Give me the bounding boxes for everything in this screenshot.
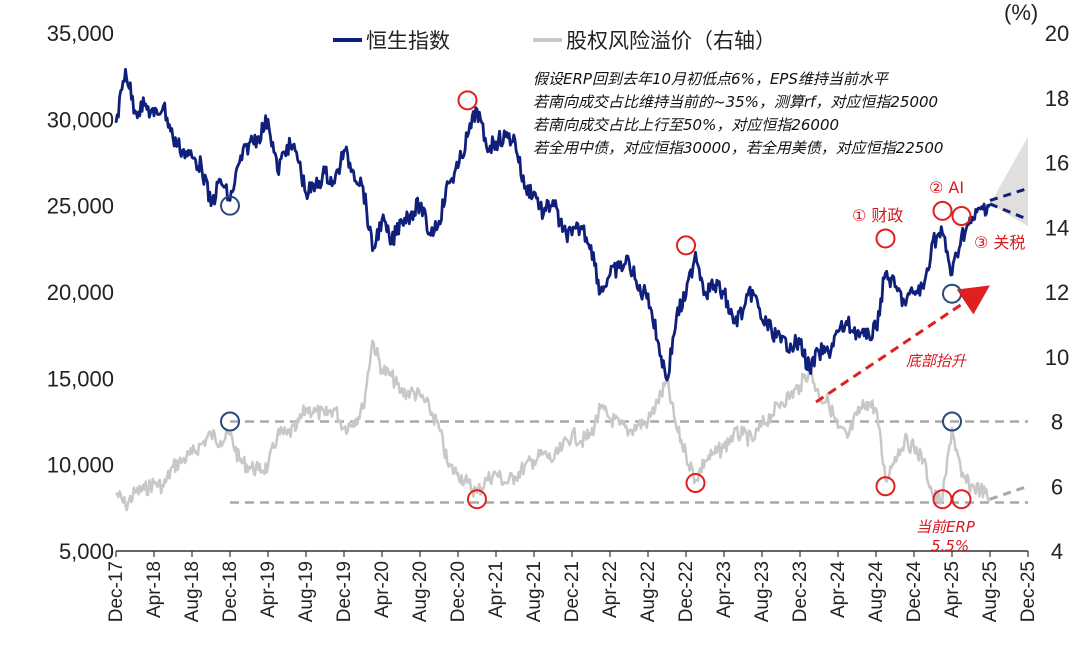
x-tick-label-Aug-25: Aug-25 bbox=[980, 561, 1001, 622]
label-fiscal: ① 财政 bbox=[852, 206, 903, 225]
projection-hsi-down bbox=[989, 202, 1029, 221]
x-tick-label-Aug-23: Aug-23 bbox=[752, 561, 773, 622]
x-tick-label-Apr-18: Apr-18 bbox=[144, 561, 165, 618]
y-right-tick-16: 16 bbox=[1045, 151, 1069, 176]
x-tick-label-Dec-17: Dec-17 bbox=[106, 561, 127, 622]
axes: Dec-17 Apr-18 Aug-18 Dec-18 Apr-19 Aug-19 Dec-… bbox=[47, 21, 1070, 622]
x-tick-label-Apr-20: Apr-20 bbox=[372, 561, 393, 618]
legend-label-erp: 股权风险溢价（右轴） bbox=[566, 29, 776, 53]
y-left-tick-10000: 10,000 bbox=[47, 453, 114, 478]
x-tick-label-Apr-23: Apr-23 bbox=[714, 561, 735, 618]
highlight-circles bbox=[220, 90, 972, 510]
label-ai: ② AI bbox=[929, 178, 964, 197]
y-right-tick-20: 20 bbox=[1045, 21, 1069, 46]
y-left-tick-25000: 25,000 bbox=[47, 194, 114, 219]
y-right-tick-14: 14 bbox=[1045, 215, 1069, 240]
x-tick-label-Dec-22: Dec-22 bbox=[676, 561, 697, 622]
label-bottom-rising: 底部抬升 bbox=[906, 352, 967, 370]
y-left-tick-15000: 15,000 bbox=[47, 366, 114, 391]
circle-red-erp-5 bbox=[951, 489, 972, 510]
projection-fan bbox=[990, 136, 1028, 227]
projection-fan-area bbox=[990, 136, 1028, 227]
x-tick-label-Dec-20: Dec-20 bbox=[448, 561, 469, 622]
x-tick-label-Dec-19: Dec-19 bbox=[334, 561, 355, 622]
circle-red-hsi-5 bbox=[951, 206, 972, 227]
trend-arrow bbox=[815, 285, 990, 404]
label-current-erp: 当前ERP bbox=[916, 518, 976, 536]
legend: 恒生指数 股权风险溢价（右轴） bbox=[333, 29, 776, 53]
circle-blue-hsi-2 bbox=[942, 283, 962, 304]
x-tick-label-Apr-22: Apr-22 bbox=[600, 561, 621, 618]
x-tick-label-Dec-25: Dec-25 bbox=[1018, 561, 1039, 622]
x-tick-label-Dec-18: Dec-18 bbox=[220, 561, 241, 622]
y-left-tick-30000: 30,000 bbox=[47, 107, 114, 132]
x-tick-label-Aug-18: Aug-18 bbox=[182, 561, 203, 622]
x-tick-label-Apr-21: Apr-21 bbox=[486, 561, 507, 618]
series-hsi-line bbox=[114, 67, 992, 382]
x-tick-label-Apr-25: Apr-25 bbox=[942, 561, 963, 618]
y-left-tick-5000: 5,000 bbox=[59, 539, 114, 564]
projection-erp bbox=[989, 484, 1029, 501]
y-right-tick-6: 6 bbox=[1051, 474, 1063, 499]
reference-lines bbox=[230, 420, 1028, 504]
label-tariff: ③ 关税 bbox=[974, 233, 1025, 252]
y-left-tick-35000: 35,000 bbox=[47, 21, 114, 46]
series-erp-line bbox=[115, 339, 991, 512]
circle-red-hsi-3 bbox=[875, 228, 896, 249]
x-tick-label-Dec-23: Dec-23 bbox=[790, 561, 811, 622]
x-tick-label-Aug-22: Aug-22 bbox=[638, 561, 659, 622]
circle-blue-hsi-1 bbox=[220, 195, 240, 216]
note-line-2: 若南向成交占比维持当前的~35%，测算rf，对应恒指25000 bbox=[533, 93, 938, 111]
circle-red-hsi-1 bbox=[457, 90, 478, 111]
x-tick-label-Apr-24: Apr-24 bbox=[828, 561, 849, 618]
x-tick-label-Apr-19: Apr-19 bbox=[258, 561, 279, 618]
x-tick-label-Aug-24: Aug-24 bbox=[866, 561, 887, 623]
projection-hsi-up bbox=[989, 186, 1029, 202]
x-tick-label-Aug-19: Aug-19 bbox=[296, 561, 317, 622]
circle-red-erp-1 bbox=[467, 489, 487, 510]
note-line-1: 假设ERP回到去年10月初低点6%，EPS维持当前水平 bbox=[533, 70, 890, 88]
circle-blue-erp-2 bbox=[942, 411, 962, 432]
x-tick-label-Aug-21: Aug-21 bbox=[524, 561, 545, 622]
right-axis-unit: (%) bbox=[1004, 0, 1038, 25]
y-right-tick-4: 4 bbox=[1051, 539, 1063, 564]
note-line-4: 若全用中债，对应恒指30000，若全用美债，对应恒指22500 bbox=[533, 139, 943, 157]
x-tick-label-Aug-20: Aug-20 bbox=[410, 561, 431, 622]
note-line-3: 若南向成交占比上行至50%，对应恒指26000 bbox=[533, 116, 839, 134]
y-right-tick-18: 18 bbox=[1045, 86, 1069, 111]
y-left-tick-20000: 20,000 bbox=[47, 280, 114, 305]
circle-red-hsi-4 bbox=[932, 200, 953, 221]
circle-red-hsi-2 bbox=[676, 235, 696, 256]
y-right-tick-8: 8 bbox=[1051, 410, 1063, 435]
assumption-note: 假设ERP回到去年10月初低点6%，EPS维持当前水平 若南向成交占比维持当前的… bbox=[533, 70, 943, 157]
circle-red-erp-3 bbox=[875, 476, 896, 497]
x-tick-label-Dec-24: Dec-24 bbox=[904, 561, 925, 623]
legend-label-hsi: 恒生指数 bbox=[366, 29, 450, 53]
label-current-erp-value: 5.5% bbox=[931, 537, 969, 555]
series-layer bbox=[114, 67, 1029, 512]
y-right-tick-10: 10 bbox=[1045, 345, 1069, 370]
y-right-tick-12: 12 bbox=[1045, 280, 1069, 305]
x-tick-label-Dec-21: Dec-21 bbox=[562, 561, 583, 622]
circle-blue-erp-1 bbox=[220, 411, 240, 432]
circle-red-erp-2 bbox=[685, 473, 706, 494]
